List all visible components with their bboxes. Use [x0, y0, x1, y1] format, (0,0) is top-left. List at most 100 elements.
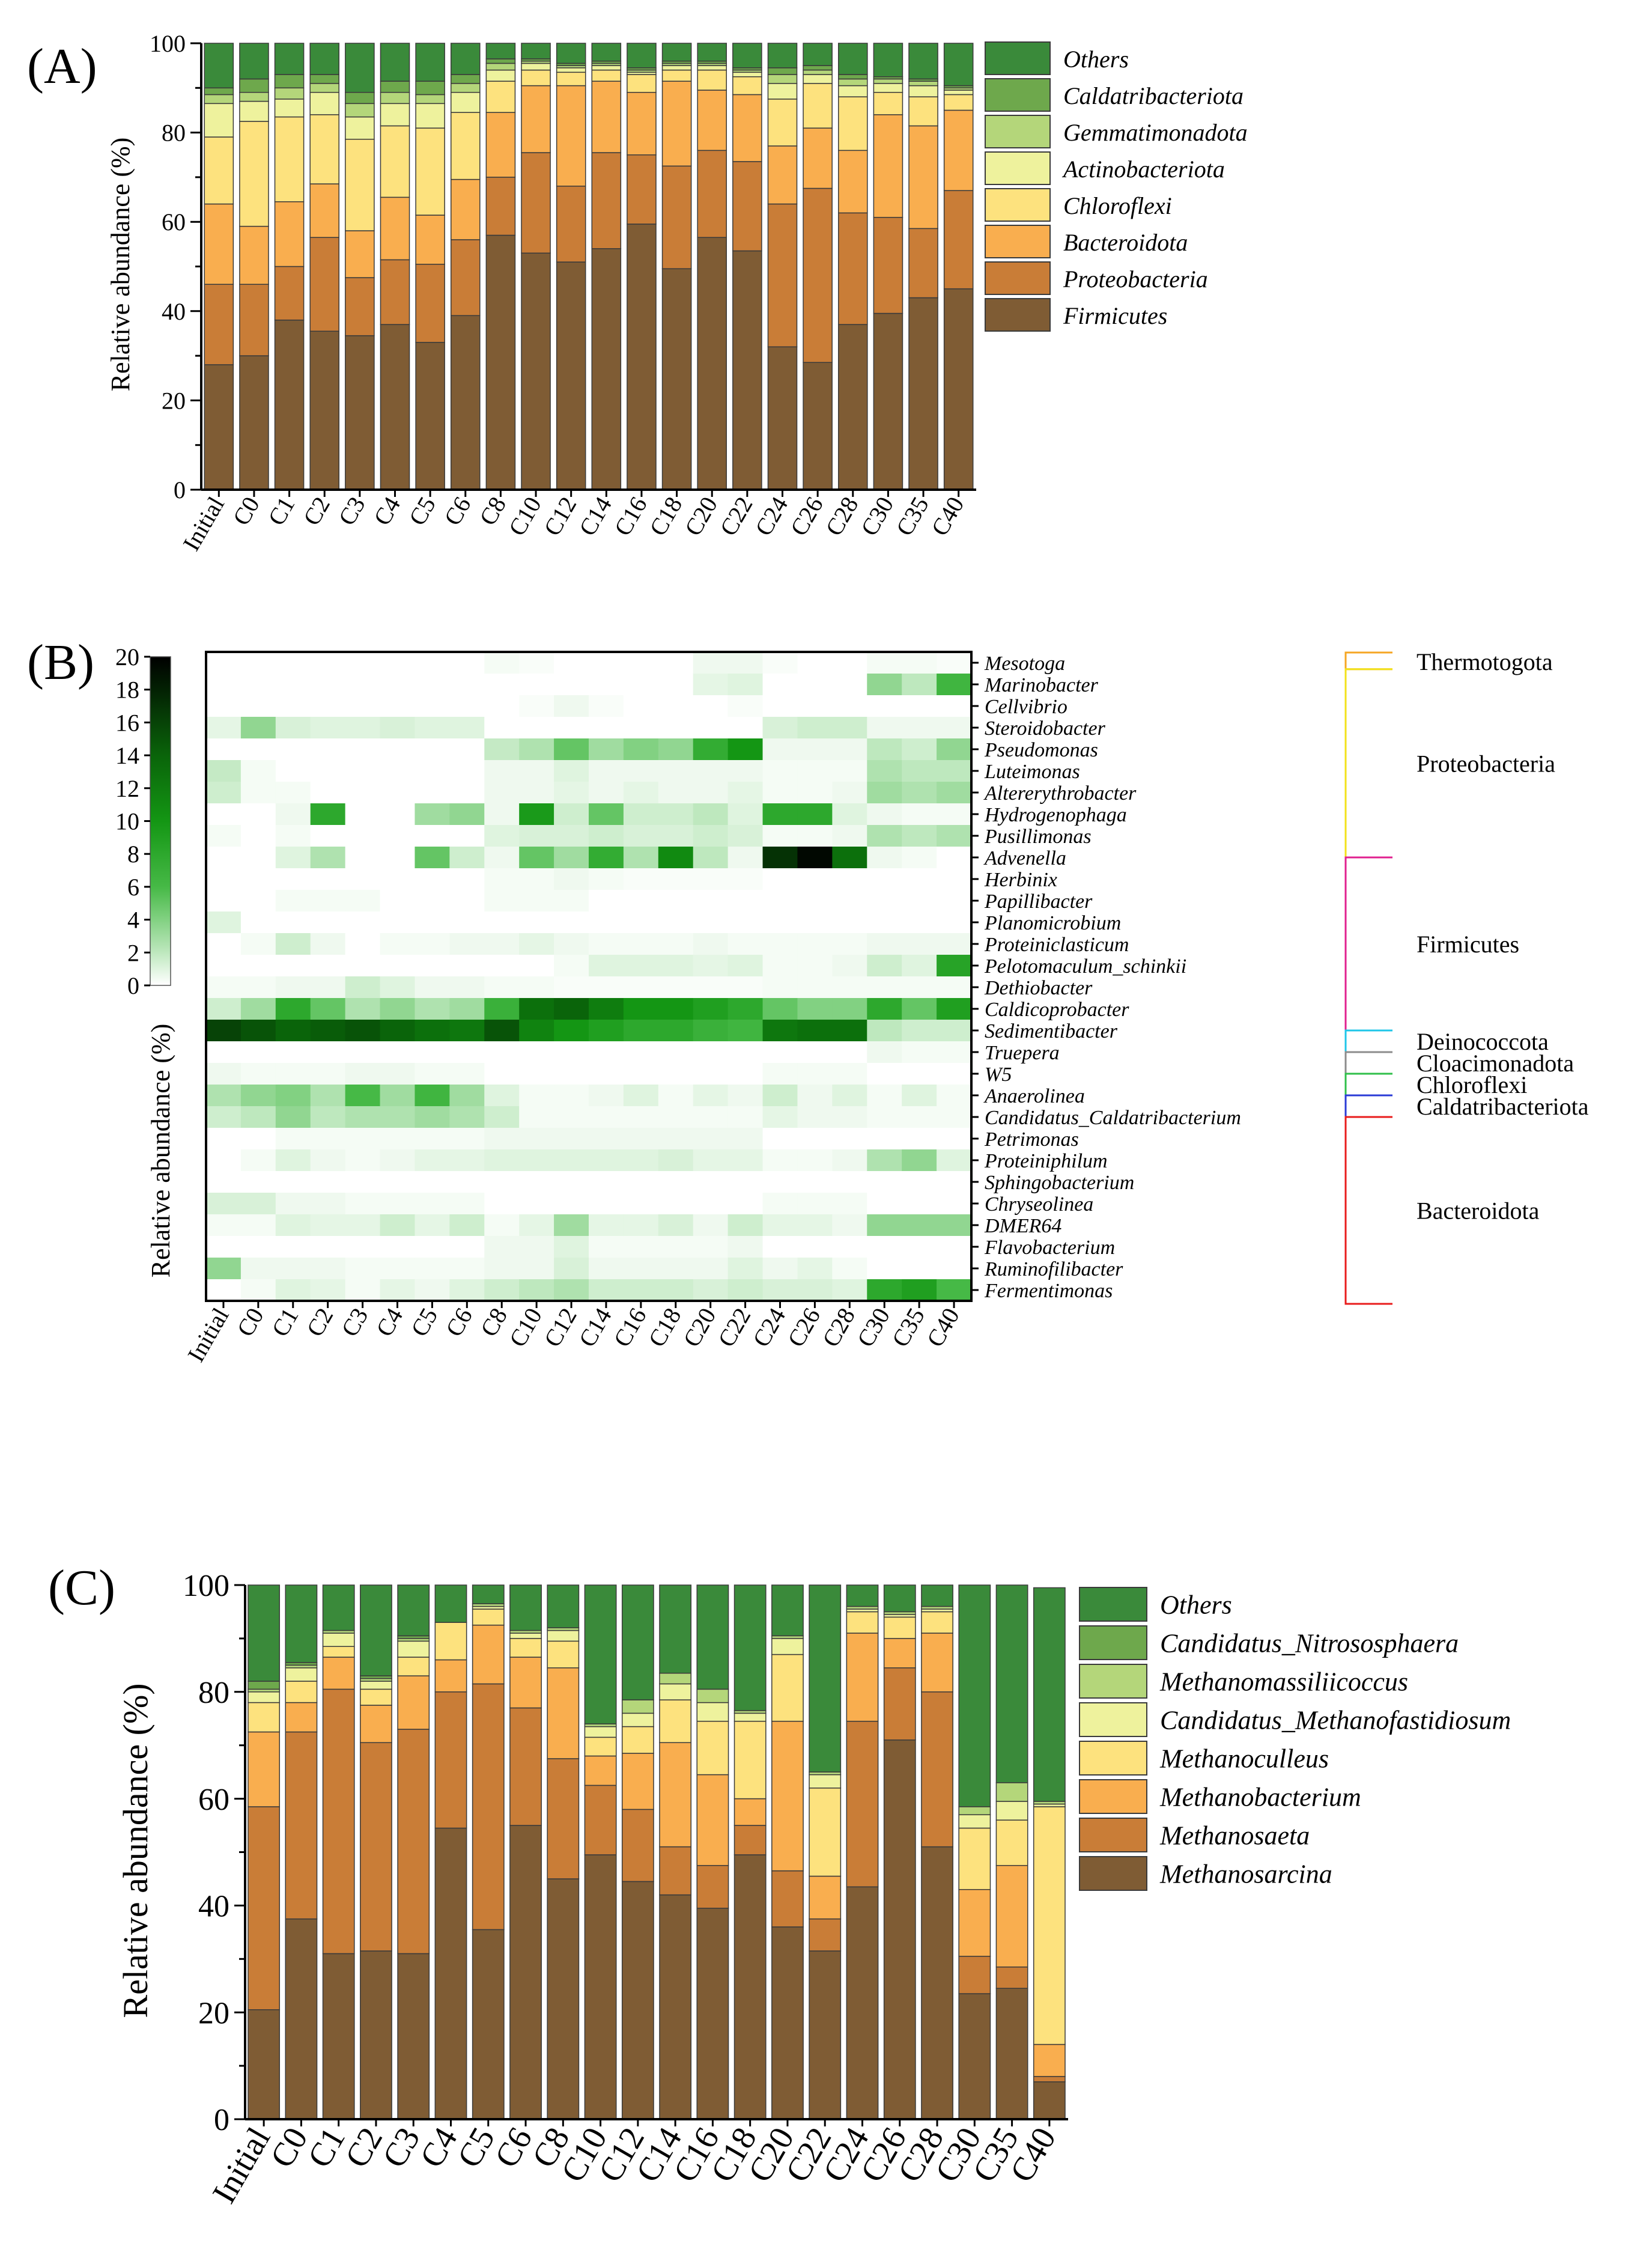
heatmap-cell — [832, 760, 867, 782]
bar-segment — [450, 178, 481, 240]
heatmap-cell — [449, 1020, 485, 1042]
x-tick-label: C24 — [747, 1303, 791, 1351]
heatmap-cell — [658, 1106, 694, 1128]
heatmap-cell — [206, 847, 241, 869]
heatmap-cell — [484, 825, 520, 847]
bar-segment — [627, 74, 657, 93]
genus-label: Sedimentibacter — [985, 1020, 1118, 1042]
heatmap-cell — [589, 868, 624, 890]
heatmap-cell — [310, 890, 346, 912]
heatmap-cell — [832, 738, 867, 761]
heatmap-cell — [519, 1236, 554, 1258]
heatmap-cell — [832, 1085, 867, 1107]
heatmap-cell — [484, 717, 520, 739]
genus-label: Flavobacterium — [984, 1237, 1115, 1259]
bar-segment — [809, 1950, 842, 2120]
heatmap-cell — [797, 803, 833, 826]
bar-segment — [733, 1712, 767, 1722]
heatmap-cell — [275, 760, 311, 782]
heatmap-cell — [345, 998, 381, 1020]
bar-segment — [204, 43, 234, 89]
bar-segment — [995, 1801, 1028, 1821]
heatmap-cell — [727, 911, 764, 934]
heatmap-cell — [832, 847, 867, 869]
heatmap-cell — [693, 890, 729, 912]
bar-segment — [958, 1888, 991, 1957]
heatmap-cell — [519, 674, 554, 696]
heatmap-cell — [310, 717, 346, 739]
bar-segment — [309, 114, 340, 184]
heatmap-cell — [449, 911, 485, 934]
heatmap-cell — [345, 1106, 381, 1128]
heatmap-cell — [623, 674, 659, 696]
bar-segment — [556, 85, 586, 187]
heatmap-cell — [727, 976, 764, 999]
bar-segment — [547, 1584, 580, 1628]
heatmap-cell — [554, 717, 589, 739]
y-tick-label: 80 — [198, 1676, 229, 1710]
bar-segment — [450, 43, 481, 75]
heatmap-cell — [415, 674, 450, 696]
heatmap-cell — [693, 1236, 729, 1258]
heatmap-cell — [240, 803, 276, 826]
bar-segment — [345, 43, 375, 93]
heatmap-cell — [693, 933, 729, 955]
bar-segment — [958, 1956, 991, 1994]
heatmap-cell — [380, 933, 416, 955]
heatmap-cell — [589, 1258, 624, 1280]
heatmap-cell — [415, 803, 450, 826]
heatmap-cell — [623, 1193, 659, 1215]
bar-segment — [239, 284, 269, 356]
heatmap-cell — [380, 1128, 416, 1150]
heatmap-cell — [623, 717, 659, 739]
colorbar-tick-label: 14 — [115, 742, 139, 769]
heatmap-cell — [484, 674, 520, 696]
bar-segment — [584, 1755, 617, 1786]
x-tick-label: C6 — [440, 1303, 478, 1341]
bar-segment — [274, 266, 305, 321]
heatmap-cell — [415, 1193, 450, 1215]
heatmap-cell — [693, 1106, 729, 1128]
phylum-bracket — [1344, 1051, 1392, 1075]
heatmap-cell — [275, 1128, 311, 1150]
heatmap-cell — [275, 1171, 311, 1193]
heatmap-cell — [762, 890, 798, 912]
x-tick-label: C22 — [714, 492, 758, 540]
heatmap-cell — [275, 933, 311, 955]
heatmap-cell — [937, 933, 972, 955]
heatmap-cell — [797, 1020, 833, 1042]
heatmap-cell — [554, 674, 589, 696]
bar-segment — [995, 1988, 1028, 2120]
phylum-label: Cloacimonadota — [1417, 1050, 1574, 1077]
legend-label: Methanobacterium — [1159, 1783, 1361, 1812]
heatmap-cell — [693, 760, 729, 782]
bar-segment — [661, 81, 692, 167]
heatmap-cell — [902, 695, 937, 717]
heatmap-cell — [727, 1128, 764, 1150]
bar-segment — [521, 62, 551, 71]
heatmap-cell — [797, 782, 833, 804]
x-tick-label: C14 — [573, 1303, 616, 1351]
heatmap-cell — [554, 760, 589, 782]
colorbar-bar — [150, 656, 171, 986]
heatmap-cell — [554, 998, 589, 1020]
heatmap-cell — [727, 1258, 764, 1280]
heatmap-cell — [484, 1236, 520, 1258]
heatmap-cell — [519, 652, 554, 674]
heatmap-cell — [206, 976, 241, 999]
heatmap-cell — [693, 782, 729, 804]
x-tick-label: C3 — [333, 492, 370, 530]
bar-segment — [1033, 2076, 1066, 2083]
heatmap-cell — [693, 1128, 729, 1150]
bar-segment — [732, 250, 762, 490]
bar-segment — [345, 277, 375, 336]
legend-swatch — [1079, 1779, 1147, 1814]
legend-swatch — [1079, 1664, 1147, 1699]
heatmap-cell — [762, 998, 798, 1020]
heatmap-cell — [554, 1193, 589, 1215]
bar-segment — [837, 43, 868, 75]
bar-segment — [995, 1864, 1028, 1968]
heatmap-cell — [902, 674, 937, 696]
heatmap-cell — [310, 976, 346, 999]
